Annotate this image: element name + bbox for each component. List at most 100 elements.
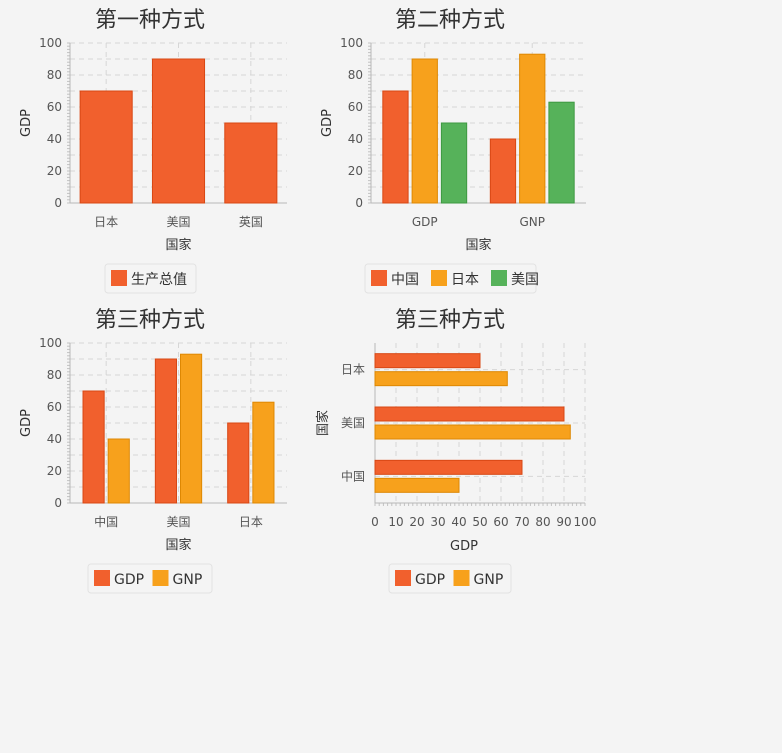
chart-title: 第三种方式 [395, 308, 505, 333]
y-tick-label: 0 [54, 496, 62, 510]
x-tick-label: GNP [519, 215, 545, 229]
legend-swatch [491, 270, 507, 286]
legend-swatch [431, 270, 447, 286]
x-tick-label: GDP [412, 215, 438, 229]
bar-生产总值-英国 [224, 122, 278, 204]
legend-swatch [371, 270, 387, 286]
bar-中国-GDP [382, 90, 409, 204]
bar-美国-GNP [548, 101, 575, 204]
legend-label: 日本 [451, 272, 479, 288]
legend: GDP GNP [87, 563, 213, 594]
x-tick-label: 美国 [166, 515, 190, 529]
y-axis-label: 国家 [315, 410, 331, 436]
legend-swatch [111, 270, 127, 286]
x-tick-label: 80 [535, 515, 550, 529]
legend-label: GNP [474, 572, 504, 588]
legend-box [388, 563, 512, 594]
legend-label: 生产总值 [131, 272, 187, 288]
legend-swatch [94, 570, 110, 586]
bar-日本-GNP [519, 53, 546, 204]
chart-2: 第二种方式 0 20 40 60 80 100 GDP GNP 国家 GDP 中国 日本 美国 [320, 8, 586, 294]
bar-日本-GDP [411, 58, 438, 204]
legend-swatch [453, 570, 470, 586]
x-tick-label: 70 [514, 515, 529, 529]
y-axis-label: GDP [320, 109, 335, 137]
chart-title: 第一种方式 [95, 8, 205, 33]
legend-box [87, 563, 213, 594]
bar-GDP-中国 [374, 459, 523, 475]
y-tick-label: 100 [340, 36, 363, 50]
y-tick-label: 日本 [341, 363, 365, 377]
y-tick-label: 20 [47, 464, 62, 478]
legend: GDP GNP [388, 563, 512, 594]
x-tick-label: 美国 [166, 215, 190, 229]
x-axis-label: 国家 [165, 237, 191, 253]
x-tick-label: 中国 [94, 514, 118, 529]
legend-swatch [152, 570, 169, 586]
chart-title: 第三种方式 [95, 308, 205, 333]
legend: 生产总值 [104, 263, 197, 294]
y-tick-label: 中国 [341, 468, 365, 483]
y-tick-label: 0 [54, 196, 62, 210]
bar-GDP-美国 [374, 406, 565, 422]
y-tick-label: 40 [47, 432, 62, 446]
y-tick-label: 80 [47, 68, 62, 82]
x-tick-label: 90 [556, 515, 571, 529]
x-axis-label: 国家 [465, 237, 491, 253]
bar-GDP-美国 [154, 358, 177, 504]
bar-GDP-日本 [374, 353, 481, 369]
y-tick-label: 60 [348, 100, 363, 114]
bar-中国-GNP [489, 138, 517, 204]
y-tick-label: 40 [47, 132, 62, 146]
bar-GNP-日本 [374, 371, 508, 387]
bar-GNP-中国 [107, 438, 130, 504]
y-tick-label: 60 [47, 400, 62, 414]
y-axis-label: GDP [19, 109, 34, 137]
legend-label: 美国 [511, 272, 539, 288]
y-tick-label: 20 [47, 164, 62, 178]
bar-GNP-美国 [180, 353, 203, 504]
legend-label: GDP [415, 572, 445, 588]
x-tick-label: 40 [451, 515, 466, 529]
bar-GDP-中国 [82, 390, 105, 504]
legend-box [104, 263, 197, 294]
bar-GNP-中国 [374, 477, 460, 493]
bar-GNP-日本 [252, 401, 275, 504]
y-tick-label: 100 [39, 36, 62, 50]
legend-swatch [395, 570, 411, 586]
x-tick-label: 20 [409, 515, 424, 529]
y-tick-label: 80 [348, 68, 363, 82]
legend-label: 中国 [391, 272, 419, 288]
y-axis-label: GDP [19, 409, 34, 437]
y-tick-label: 0 [355, 196, 363, 210]
x-tick-label: 60 [493, 515, 508, 529]
bar-生产总值-美国 [151, 58, 206, 204]
x-tick-label: 30 [430, 515, 445, 529]
y-tick-label: 80 [47, 368, 62, 382]
x-tick-label: 100 [574, 515, 597, 529]
bar-GDP-日本 [227, 422, 250, 504]
x-axis-label: 国家 [165, 537, 191, 553]
y-tick-label: 20 [348, 164, 363, 178]
x-tick-label: 英国 [239, 215, 263, 229]
x-tick-label: 日本 [239, 515, 263, 529]
y-tick-label: 100 [39, 336, 62, 350]
x-tick-label: 50 [472, 515, 487, 529]
x-axis-label: GDP [450, 539, 478, 554]
x-tick-label: 10 [388, 515, 403, 529]
bar-GNP-美国 [374, 424, 571, 440]
y-tick-label: 40 [348, 132, 363, 146]
x-tick-label: 0 [371, 515, 379, 529]
y-tick-label: 美国 [341, 416, 365, 430]
chart-title: 第二种方式 [395, 8, 505, 33]
legend-label: GNP [173, 572, 203, 588]
bar-生产总值-日本 [79, 90, 133, 204]
legend-label: GDP [114, 572, 144, 588]
chart-4: 第三种方式 0 10 20 30 40 50 60 70 80 90 100 中国 美国 日本 GDP 国家 GD… [315, 308, 597, 594]
bar-美国-GDP [440, 122, 468, 204]
y-tick-label: 60 [47, 100, 62, 114]
